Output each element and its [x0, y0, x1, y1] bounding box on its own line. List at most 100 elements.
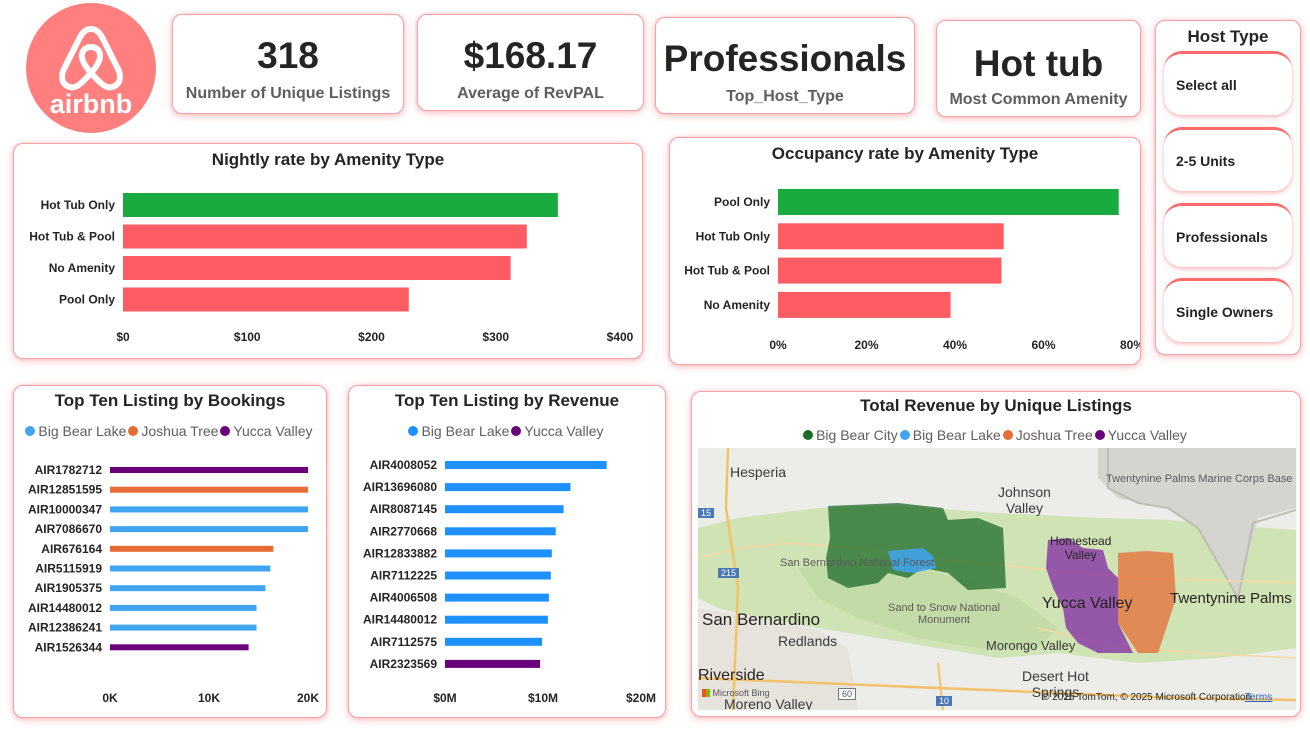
legend-dot-icon — [220, 426, 231, 436]
category-label: AIR2323569 — [370, 657, 438, 671]
bar[interactable] — [445, 571, 551, 580]
airbnb-belo-icon — [59, 26, 123, 91]
legend-item[interactable]: Big Bear Lake — [408, 423, 509, 439]
legend-item[interactable]: Joshua Tree — [128, 423, 218, 439]
nightly-rate-svg: Hot Tub Only Hot Tub & Pool No Amenity Pool… — [29, 193, 634, 344]
bar[interactable] — [445, 483, 571, 492]
bar[interactable] — [445, 505, 564, 514]
map-label-redlands: Redlands — [778, 633, 838, 649]
legend-label: Big Bear Lake — [38, 423, 127, 439]
bar[interactable] — [110, 624, 257, 631]
highway-60-shield-icon: 60 — [838, 688, 857, 700]
legend-label: Big Bear Lake — [912, 427, 1001, 443]
microsoft-logo-icon — [702, 689, 710, 697]
legend-label: Joshua Tree — [141, 423, 219, 439]
bar[interactable] — [110, 585, 266, 592]
tick-label: 60% — [1031, 338, 1055, 352]
bar[interactable] — [110, 506, 308, 513]
map-canvas[interactable]: Hesperia Johnson Valley Twentynine Palms… — [698, 448, 1296, 710]
legend-label: Yucca Valley — [1107, 427, 1187, 443]
tick-label: $0 — [116, 330, 130, 344]
bar[interactable] — [445, 615, 548, 624]
bar[interactable] — [123, 224, 527, 249]
bar[interactable] — [110, 545, 274, 552]
category-label: AIR4006508 — [370, 591, 438, 605]
bar[interactable] — [778, 189, 1119, 215]
bar[interactable] — [110, 526, 308, 533]
legend-item[interactable]: Yucca Valley — [220, 423, 313, 439]
kpi-card-top-host-type: Professionals Top_Host_Type — [655, 17, 915, 114]
bar[interactable] — [778, 223, 1004, 250]
tick-label: $400 — [607, 330, 634, 344]
region-big-bear-lake — [888, 548, 936, 573]
host-type-slicer: Host Type Select all 2-5 Units Professio… — [1155, 20, 1301, 355]
revenue-map: Total Revenue by Unique Listings Big Bea… — [691, 391, 1301, 717]
tick-label: $100 — [234, 330, 261, 344]
category-label: AIR5115919 — [35, 562, 102, 576]
map-label-johnson-valley: Johnson Valley — [998, 484, 1051, 516]
legend-label: Big Bear Lake — [421, 423, 510, 439]
map-label-san-bernardino-national-forest: San Bernardino National Forest — [780, 557, 935, 569]
legend-item[interactable]: Yucca Valley — [1094, 427, 1187, 443]
bar[interactable] — [110, 565, 271, 572]
category-label: Hot Tub Only — [41, 198, 116, 212]
bar[interactable] — [110, 486, 308, 493]
bar[interactable] — [445, 549, 552, 558]
map-label-twentynine-palms: Twentynine Palms — [1170, 590, 1292, 607]
category-label: AIR14480012 — [363, 613, 437, 627]
map-label-twentynine-palms-marine: Twentynine Palms Marine Corps Base — [1106, 473, 1293, 485]
kpi-card-common-amenity: Hot tub Most Common Amenity — [936, 20, 1141, 117]
bar[interactable] — [110, 644, 249, 651]
bing-logo: Microsoft Bing — [702, 688, 770, 698]
bar[interactable] — [123, 287, 409, 312]
kpi-label: Average of RevPAL — [457, 85, 604, 102]
legend-dot-icon — [1094, 430, 1105, 440]
bar[interactable] — [123, 193, 558, 217]
kpi-card-unique-listings: 318 Number of Unique Listings — [172, 14, 404, 114]
slicer-option-single-owners[interactable]: Single Owners — [1164, 278, 1292, 342]
map-legend: Big Bear City Big Bear Lake Joshua Tree Yuc… — [692, 427, 1300, 443]
category-label: Pool Only — [59, 293, 115, 307]
legend-item[interactable]: Yucca Valley — [511, 423, 604, 439]
highway-10-shield-icon: 10 — [936, 696, 953, 706]
legend-item[interactable]: Big Bear Lake — [899, 427, 1001, 443]
bar[interactable] — [110, 467, 308, 473]
legend-item[interactable]: Joshua Tree — [1002, 427, 1093, 443]
legend-item[interactable]: Big Bear Lake — [25, 423, 126, 439]
slicer-option-label: Single Owners — [1176, 303, 1274, 320]
category-label: AIR676164 — [41, 542, 102, 556]
kpi-value: Professionals — [663, 38, 907, 79]
chart-legend: Big Bear Lake Joshua Tree Yucca Valley — [14, 423, 326, 439]
map-label-homestead-valley: Homestead Valley — [1050, 534, 1112, 562]
bar[interactable] — [123, 256, 511, 280]
bar[interactable] — [445, 461, 607, 469]
map-label-riverside: Riverside — [698, 667, 765, 684]
kpi-label: Number of Unique Listings — [185, 85, 391, 102]
bar[interactable] — [778, 257, 1002, 284]
legend-dot-icon — [899, 430, 910, 440]
bar[interactable] — [445, 527, 556, 536]
map-label-desert-hot-springs: Desert Hot Springs — [1022, 668, 1089, 700]
bar[interactable] — [778, 291, 951, 318]
category-label: Hot Tub & Pool — [684, 264, 770, 278]
nightly-rate-chart: Nightly rate by Amenity Type Hot Tub Onl… — [13, 143, 643, 359]
slicer-option-2-5-units[interactable]: 2-5 Units — [1164, 127, 1292, 191]
category-label: AIR8087145 — [370, 502, 438, 516]
legend-item[interactable]: Big Bear City — [803, 427, 898, 443]
bar[interactable] — [445, 637, 543, 646]
map-terms-link[interactable]: Terms — [1245, 692, 1273, 703]
chart-title: Nightly rate by Amenity Type — [211, 150, 445, 169]
category-label: AIR13696080 — [363, 480, 437, 494]
category-label: No Amenity — [49, 261, 116, 275]
category-label: AIR7112225 — [370, 569, 437, 583]
bar[interactable] — [110, 604, 257, 611]
kpi-card-revpal: $168.17 Average of RevPAL — [417, 14, 644, 111]
tick-label: 10K — [198, 691, 220, 705]
legend-dot-icon — [408, 426, 419, 436]
tick-label: $20M — [626, 691, 656, 705]
slicer-option-select-all[interactable]: Select all — [1164, 51, 1292, 115]
bar[interactable] — [445, 659, 541, 668]
bar[interactable] — [445, 593, 549, 602]
tick-label: 80% — [1120, 338, 1140, 352]
slicer-option-professionals[interactable]: Professionals — [1164, 203, 1292, 267]
